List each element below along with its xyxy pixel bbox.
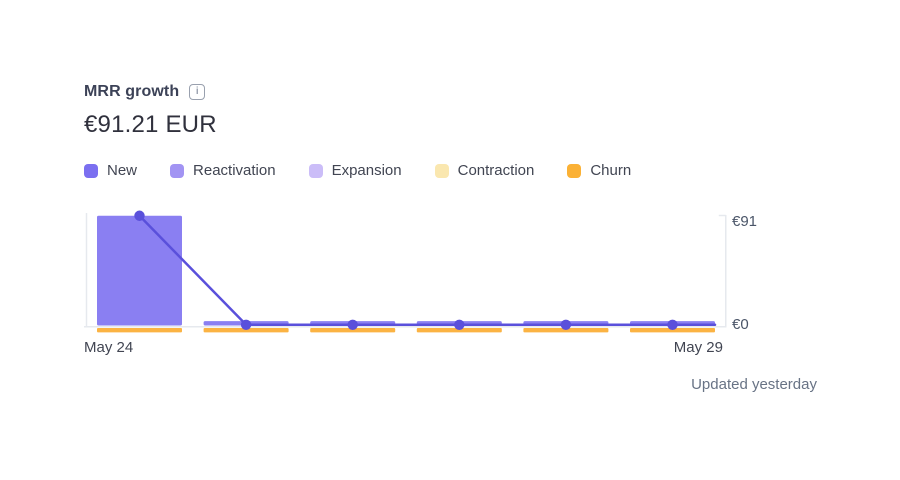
bar-new-may-24[interactable]: [97, 215, 182, 326]
legend-item-new[interactable]: New: [84, 162, 137, 179]
data-point-may-24[interactable]: [134, 210, 145, 221]
legend-label: Expansion: [331, 162, 402, 179]
legend-swatch-expansion: [308, 163, 323, 178]
legend-label: Churn: [590, 162, 632, 179]
chart-plot-area[interactable]: [84, 205, 728, 335]
legend-item-expansion[interactable]: Expansion: [308, 162, 402, 179]
data-point-may-27[interactable]: [454, 319, 465, 330]
legend: New Reactivation Expansion Contraction Churn: [84, 162, 631, 179]
data-point-may-26[interactable]: [347, 319, 358, 330]
bar-churn-may-28[interactable]: [523, 328, 609, 333]
legend-swatch-new: [84, 163, 98, 178]
updated-status: Updated yesterday: [691, 376, 817, 393]
card-header: MRR growth i: [84, 83, 206, 101]
bar-churn-may-27[interactable]: [416, 328, 502, 333]
legend-swatch-churn: [567, 163, 582, 178]
data-point-may-29[interactable]: [667, 319, 678, 330]
data-point-may-28[interactable]: [560, 319, 572, 330]
legend-item-contraction[interactable]: Contraction: [434, 162, 535, 179]
legend-label: New: [107, 162, 138, 179]
bar-churn-may-25[interactable]: [203, 328, 289, 333]
bar-churn-may-26[interactable]: [310, 328, 396, 333]
legend-swatch-reactivation: [170, 163, 185, 178]
x-axis-label-end: May 29: [673, 339, 723, 356]
y-axis-label-max: €91: [732, 213, 758, 230]
mrr-value: €91.21 EUR: [84, 111, 217, 138]
info-icon[interactable]: i: [189, 84, 206, 100]
x-axis-label-start: May 24: [84, 339, 134, 356]
legend-label: Contraction: [457, 162, 535, 179]
y-axis-label-zero: €0: [732, 316, 749, 333]
bar-churn-may-29[interactable]: [630, 328, 715, 333]
chart-title[interactable]: MRR growth: [84, 83, 180, 100]
legend-swatch-contraction: [434, 163, 449, 178]
legend-item-churn[interactable]: Churn: [567, 162, 631, 179]
legend-label: Reactivation: [193, 162, 276, 179]
legend-item-reactivation[interactable]: Reactivation: [170, 162, 276, 179]
data-point-may-25[interactable]: [240, 319, 252, 330]
bar-churn-may-24[interactable]: [97, 328, 182, 333]
